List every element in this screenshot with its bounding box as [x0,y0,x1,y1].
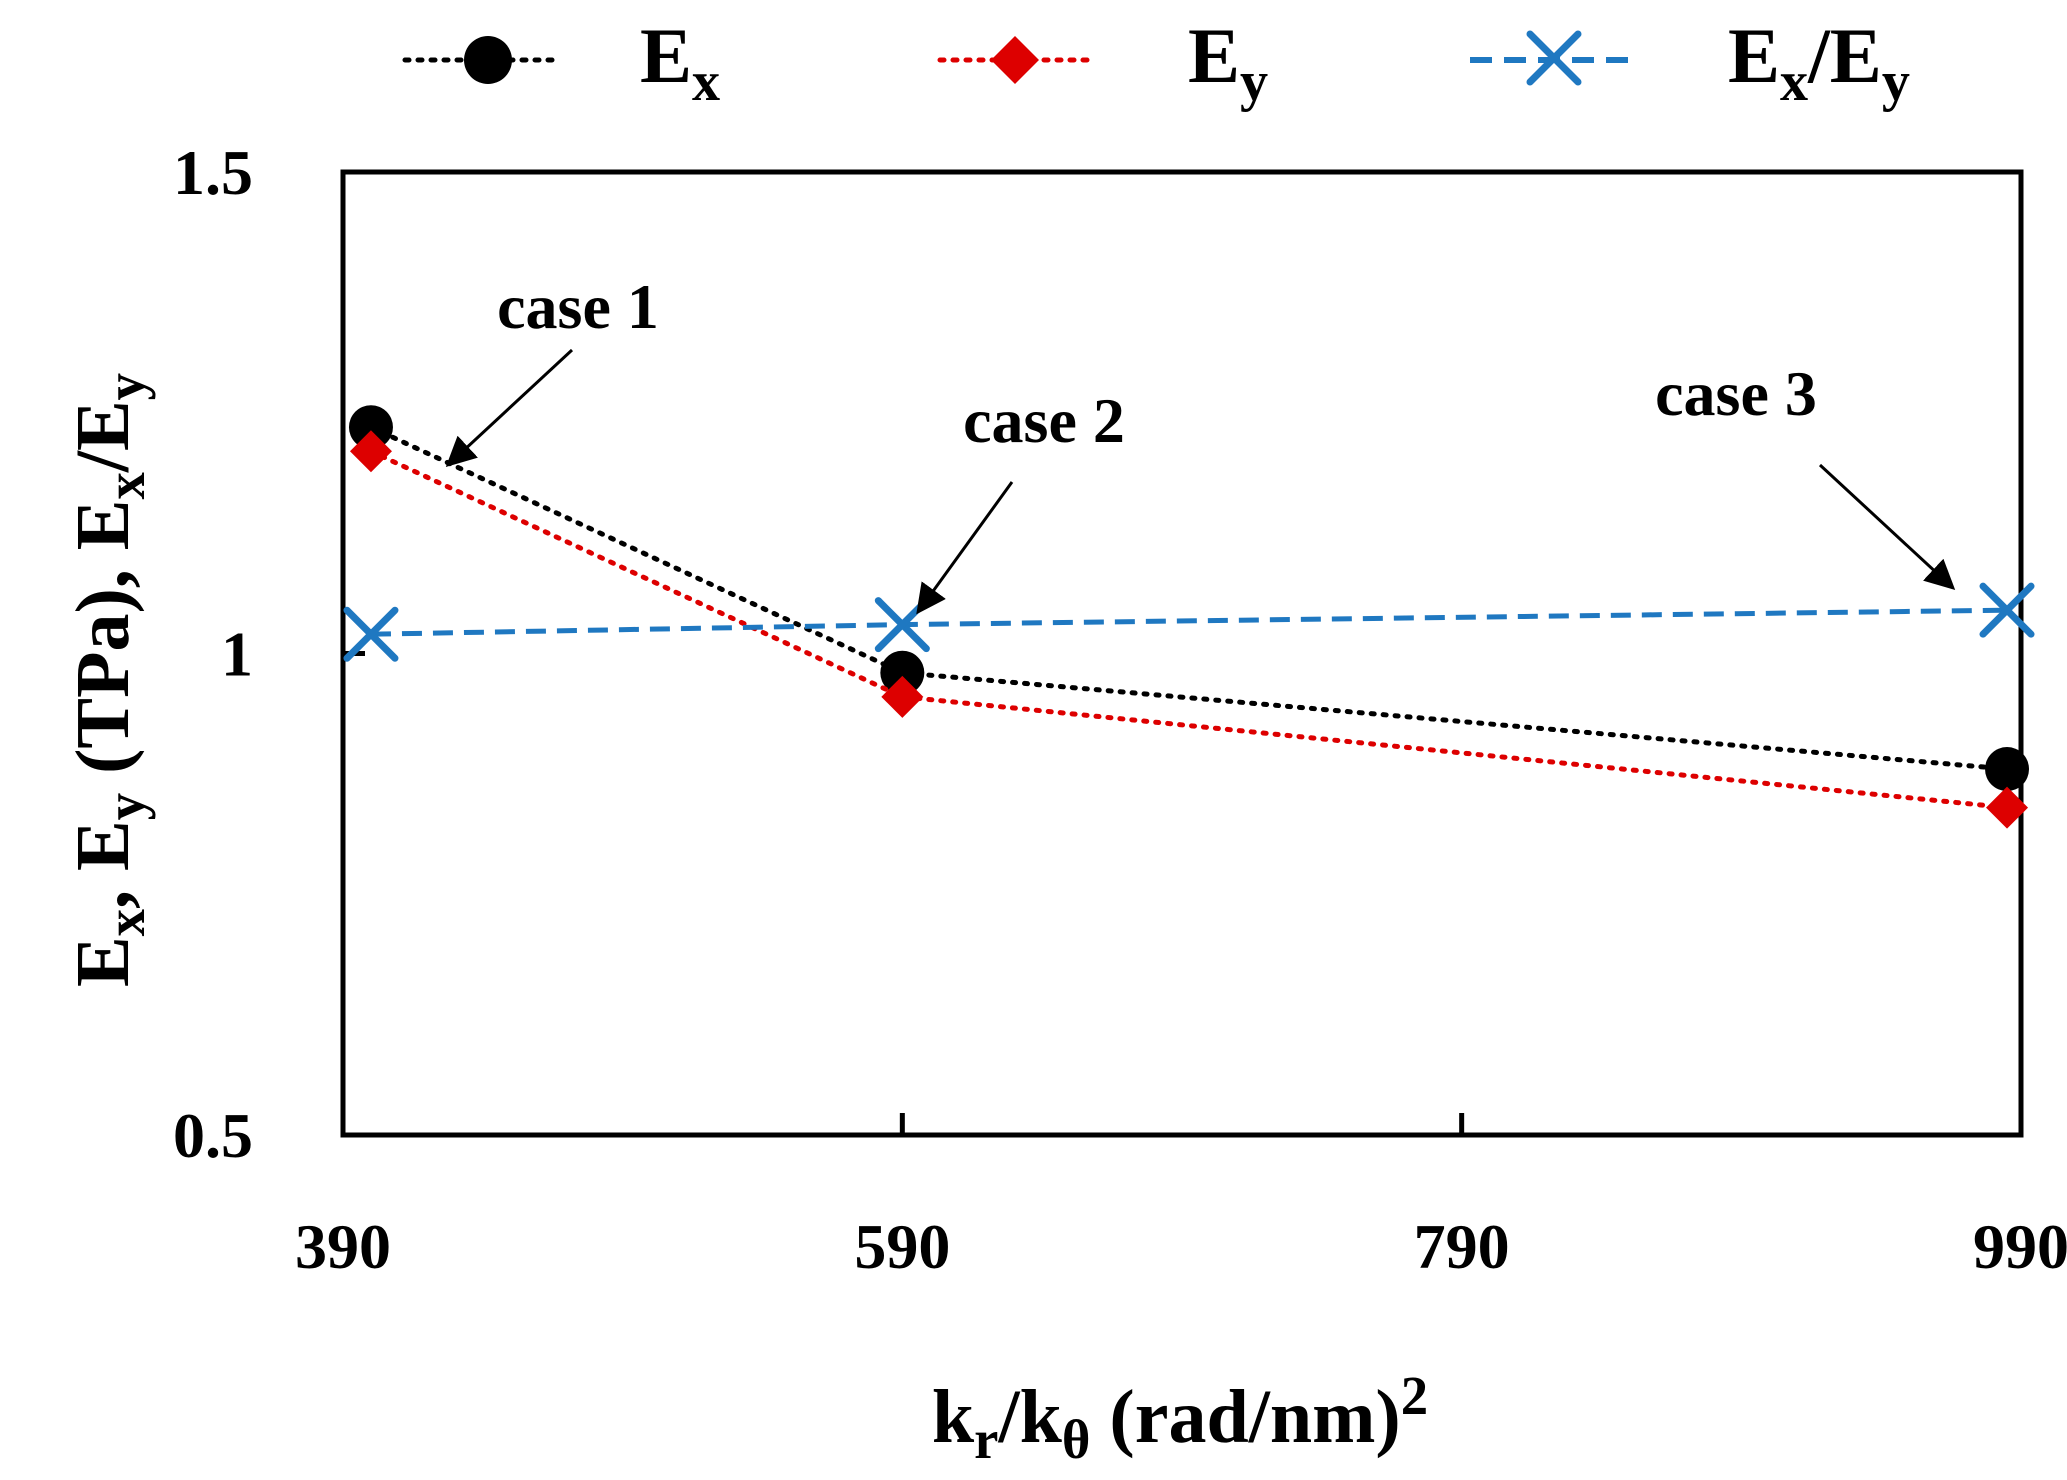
point-ex-ey-0 [343,606,399,662]
point-ey-2 [1986,786,2029,829]
point-ey-1 [881,675,924,718]
y-tick-label-0.5: 0.5 [173,1100,253,1171]
x-tick-label-790: 790 [1414,1211,1510,1282]
series-line-ex [368,424,2010,772]
point-ex-2 [1985,747,2030,792]
legend-label-ex: Ex [640,12,720,113]
legend-marker-ratio [1526,30,1582,86]
annotation-arrow-case-1 [445,348,574,468]
x-axis-title: kr/kθ (rad/nm)2 [932,1365,1428,1470]
x-tick-label-990: 990 [1973,1211,2067,1282]
y-tick-label-1.5: 1.5 [173,137,253,208]
legend-label-ratio: Ex/Ey [1728,12,1910,113]
point-ex-1 [880,650,925,695]
legend-marker-ey [991,36,1039,84]
y-axis: 0.5 1 1.5 [173,137,365,1171]
point-ey-0 [349,430,392,473]
x-axis: 390 590 790 990 [295,1113,2067,1282]
legend: Ex Ey Ex/Ey [402,12,1910,113]
annotations: case 1 case 2 case 3 [445,271,1956,615]
series-line-ex-ey [370,607,2008,637]
x-tick-label-590: 590 [854,1211,950,1282]
series-line-ey [368,448,2010,811]
annotation-arrow-case-3 [1818,463,1956,591]
y-axis-title: Ex, Ey (TPa), Ex/Ey [61,373,156,987]
legend-label-ey: Ey [1188,12,1268,113]
annotation-label-case-2: case 2 [963,385,1125,456]
point-ex-0 [348,405,393,450]
legend-marker-ex [464,36,512,84]
annotation-label-case-1: case 1 [497,271,659,342]
series-layer [343,405,2035,829]
y-tick-label-1: 1 [221,619,253,690]
point-ex-ey-2 [1979,582,2035,638]
annotation-arrow-case-2 [916,481,1014,615]
x-tick-label-390: 390 [295,1211,391,1282]
annotation-label-case-3: case 3 [1655,358,1817,429]
